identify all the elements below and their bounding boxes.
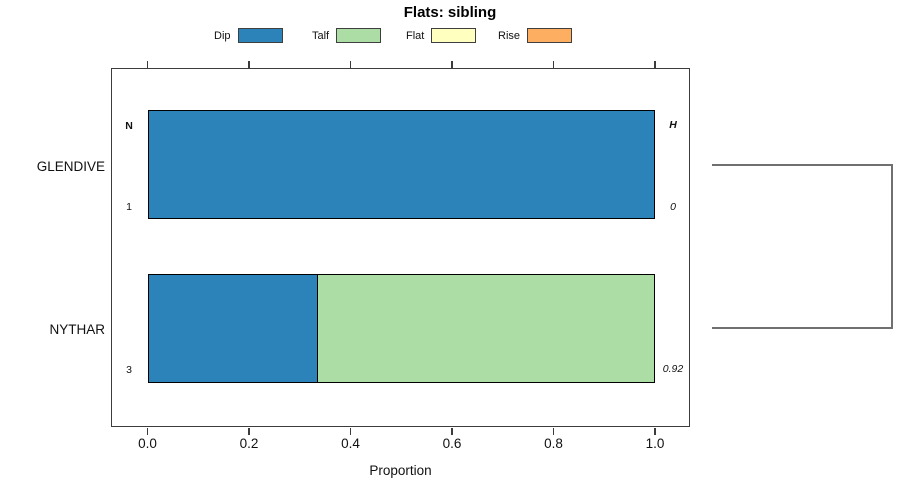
annotation-entropy-glendive: 0 <box>670 201 676 213</box>
bar-segment-dip-glendive <box>148 111 654 218</box>
annotation-h-header: H <box>669 119 677 131</box>
legend-swatch-talf <box>336 28 382 43</box>
top-tick-0.8 <box>552 60 555 68</box>
legend-item-rise: Rise <box>498 27 573 44</box>
dendrogram-branch-glendive <box>712 164 893 166</box>
top-tick-1.0 <box>654 60 656 68</box>
legend-label-dip: Dip <box>214 29 231 42</box>
annotation-n-header: N <box>125 120 133 132</box>
x-tick-label-0.8: 0.8 <box>544 436 563 451</box>
x-tick-label-1.0: 1.0 <box>645 436 665 451</box>
dendrogram-merge-line <box>891 164 893 329</box>
top-tick-0.6 <box>451 60 453 68</box>
legend-label-rise: Rise <box>498 29 521 42</box>
legend-item-dip: Dip <box>214 27 283 44</box>
top-tick-0.0 <box>146 60 149 68</box>
bottom-tick-0.4 <box>349 427 352 435</box>
bottom-tick-0.2 <box>248 427 250 435</box>
x-axis-title: Proportion <box>369 463 432 478</box>
dendrogram-branch-nythar <box>712 327 893 329</box>
y-label-glendive: GLENDIVE <box>36 159 105 174</box>
top-tick-0.2 <box>248 60 250 68</box>
bar-segment-talf-nythar <box>316 275 654 382</box>
bottom-tick-0.8 <box>552 427 555 435</box>
bar-glendive <box>147 110 655 219</box>
legend-swatch-flat <box>431 28 477 43</box>
annotation-entropy-nythar: 0.92 <box>662 363 684 375</box>
bottom-tick-0.0 <box>146 427 149 435</box>
chart-title: Flats: sibling <box>403 4 497 21</box>
bar-nythar <box>147 274 655 383</box>
annotation-count-glendive: 1 <box>126 201 132 213</box>
top-tick-0.4 <box>349 60 352 68</box>
annotation-count-nythar: 3 <box>126 364 132 376</box>
legend-swatch-dip <box>237 28 283 43</box>
plot-border <box>111 68 690 427</box>
legend-item-flat: Flat <box>406 27 477 44</box>
bottom-tick-0.6 <box>451 427 453 435</box>
legend-swatch-rise <box>527 28 573 43</box>
legend-item-talf: Talf <box>312 27 382 44</box>
legend-label-flat: Flat <box>406 29 425 42</box>
bottom-tick-1.0 <box>654 427 656 435</box>
x-tick-label-0.0: 0.0 <box>138 436 157 451</box>
x-tick-label-0.6: 0.6 <box>442 436 462 451</box>
x-tick-label-0.2: 0.2 <box>239 436 259 451</box>
bar-segment-dip-nythar <box>148 275 317 382</box>
x-tick-label-0.4: 0.4 <box>341 436 360 451</box>
legend-label-talf: Talf <box>312 29 330 42</box>
y-label-nythar: NYTHAR <box>49 322 105 337</box>
